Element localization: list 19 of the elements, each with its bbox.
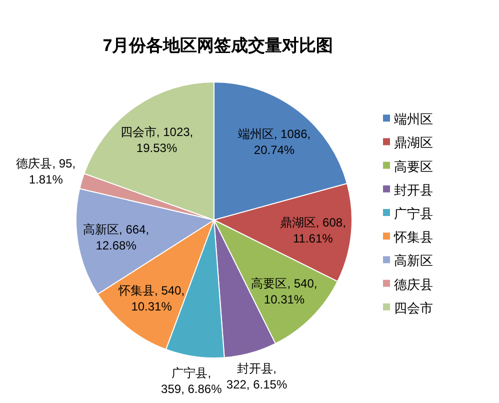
legend-label: 高新区 (394, 253, 433, 268)
data-label: 高要区, 540, 10.31% (251, 276, 318, 306)
data-label: 德庆县, 95, 1.81% (16, 156, 76, 186)
legend-label: 高要区 (394, 158, 433, 174)
legend-label: 鼎湖区 (394, 135, 433, 150)
legend-label: 封开县 (394, 182, 433, 198)
legend-label: 端州区 (394, 112, 433, 127)
data-label: 怀集县, 540, 10.31% (118, 283, 185, 314)
data-label: 广宁县, 359, 6.86% (161, 366, 222, 396)
legend-label: 德庆县 (394, 276, 433, 292)
legend-label: 四会市 (394, 300, 433, 316)
data-label: 鼎湖区, 608, 11.61% (280, 216, 346, 246)
legend-label: 广宁县 (394, 206, 433, 221)
data-label: 高新区, 664, 12.68% (83, 222, 150, 253)
legend-label: 怀集县 (393, 230, 433, 245)
data-label: 端州区, 1086, 20.74% (238, 126, 311, 157)
data-label: 四会市, 1023, 19.53% (120, 124, 194, 155)
data-label: 封开县, 322, 6.15% (226, 362, 288, 392)
chart-title: 7月份各地区网签成交量对比图 (102, 36, 334, 55)
